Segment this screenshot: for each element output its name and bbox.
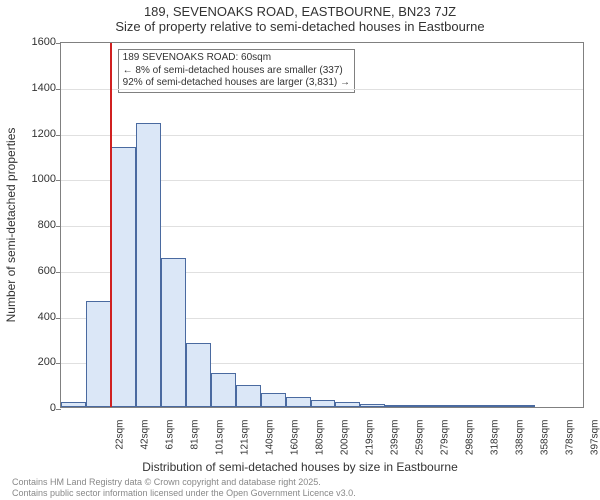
y-tick-mark [56, 226, 61, 227]
title-line1: 189, SEVENOAKS ROAD, EASTBOURNE, BN23 7J… [0, 4, 600, 19]
histogram-bar [61, 402, 86, 407]
footer-line1: Contains HM Land Registry data © Crown c… [12, 477, 356, 487]
x-tick-label: 279sqm [439, 420, 450, 470]
histogram-bar [136, 123, 161, 407]
y-tick-label: 0 [16, 402, 56, 414]
annotation-line2: ← 8% of semi-detached houses are smaller… [123, 65, 350, 78]
histogram-bar [485, 405, 510, 407]
y-tick-label: 400 [16, 311, 56, 323]
y-tick-label: 600 [16, 265, 56, 277]
x-tick-label: 101sqm [215, 420, 226, 470]
x-tick-label: 22sqm [115, 420, 126, 470]
x-tick-label: 61sqm [165, 420, 176, 470]
histogram-bar [111, 147, 136, 407]
histogram-bar [510, 405, 535, 407]
histogram-bar [385, 405, 410, 407]
annotation-line3: 92% of semi-detached houses are larger (… [123, 77, 350, 90]
footer-attribution: Contains HM Land Registry data © Crown c… [12, 477, 356, 498]
x-tick-label: 219sqm [365, 420, 376, 470]
x-tick-label: 81sqm [190, 420, 201, 470]
x-tick-label: 160sqm [290, 420, 301, 470]
y-tick-label: 1000 [16, 173, 56, 185]
y-tick-mark [56, 409, 61, 410]
histogram-bar [360, 404, 385, 407]
y-tick-label: 1600 [16, 36, 56, 48]
x-tick-label: 338sqm [514, 420, 525, 470]
y-tick-label: 1400 [16, 82, 56, 94]
y-tick-mark [56, 363, 61, 364]
grid-line [61, 89, 583, 90]
x-tick-label: 200sqm [340, 420, 351, 470]
chart-title-block: 189, SEVENOAKS ROAD, EASTBOURNE, BN23 7J… [0, 0, 600, 34]
footer-line2: Contains public sector information licen… [12, 488, 356, 498]
x-tick-label: 259sqm [414, 420, 425, 470]
x-tick-label: 42sqm [140, 420, 151, 470]
y-tick-mark [56, 43, 61, 44]
y-tick-mark [56, 89, 61, 90]
y-tick-label: 800 [16, 219, 56, 231]
x-tick-label: 378sqm [564, 420, 575, 470]
annotation-line1: 189 SEVENOAKS ROAD: 60sqm [123, 52, 350, 65]
y-tick-mark [56, 180, 61, 181]
y-tick-label: 200 [16, 356, 56, 368]
x-tick-label: 180sqm [315, 420, 326, 470]
y-tick-mark [56, 135, 61, 136]
histogram-bar [236, 385, 261, 407]
histogram-bar [335, 402, 360, 407]
title-line2: Size of property relative to semi-detach… [0, 19, 600, 34]
chart-plot-area: 189 SEVENOAKS ROAD: 60sqm ← 8% of semi-d… [60, 42, 584, 408]
histogram-bar [460, 405, 485, 407]
x-tick-label: 121sqm [240, 420, 251, 470]
annotation-box: 189 SEVENOAKS ROAD: 60sqm ← 8% of semi-d… [118, 49, 355, 93]
histogram-bar [86, 301, 111, 407]
histogram-bar [161, 258, 186, 407]
x-tick-label: 239sqm [389, 420, 400, 470]
histogram-bar [261, 393, 286, 407]
histogram-bar [286, 397, 311, 407]
y-tick-mark [56, 318, 61, 319]
histogram-bar [186, 343, 211, 407]
x-tick-label: 298sqm [464, 420, 475, 470]
x-tick-label: 397sqm [589, 420, 600, 470]
reference-line [110, 43, 112, 407]
histogram-bar [410, 405, 435, 407]
x-tick-label: 358sqm [539, 420, 550, 470]
y-tick-label: 1200 [16, 128, 56, 140]
histogram-bar [211, 373, 236, 407]
x-tick-label: 140sqm [265, 420, 276, 470]
histogram-bar [435, 405, 460, 407]
histogram-bar [311, 400, 336, 407]
x-tick-label: 318sqm [489, 420, 500, 470]
y-tick-mark [56, 272, 61, 273]
